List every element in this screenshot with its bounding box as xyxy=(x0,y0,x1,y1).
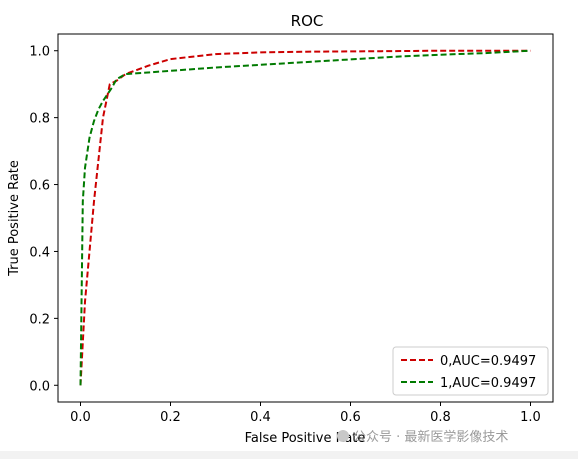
y-axis-ticks: 0.0 0.2 0.4 0.6 0.8 1.0 xyxy=(29,45,58,394)
y-tick-label: 0.4 xyxy=(29,245,50,260)
x-axis-ticks: 0.0 0.2 0.4 0.6 0.8 1.0 xyxy=(70,402,541,425)
watermark: 公众号 · 最新医学影像技术 xyxy=(337,429,508,445)
x-tick-label: 1.0 xyxy=(520,410,541,425)
y-tick-label: 1.0 xyxy=(29,45,50,60)
y-tick-label: 0.6 xyxy=(29,179,50,194)
bottom-strip xyxy=(0,451,578,459)
y-tick-label: 0.0 xyxy=(29,379,50,394)
y-axis-label: True Positive Rate xyxy=(7,160,22,277)
x-tick-label: 0.4 xyxy=(250,410,271,425)
plot-area xyxy=(57,33,554,403)
wechat-icon xyxy=(337,430,349,442)
legend: 0,AUC=0.9497 1,AUC=0.9497 xyxy=(392,346,549,396)
x-axis-label: False Positive Rate xyxy=(245,431,366,446)
x-tick-label: 0.8 xyxy=(430,410,451,425)
watermark-text: 公众号 · 最新医学影像技术 xyxy=(353,429,508,445)
x-tick-label: 0.2 xyxy=(160,410,181,425)
x-tick-label: 0.6 xyxy=(340,410,361,425)
legend-label-series-0: 0,AUC=0.9497 xyxy=(440,354,536,369)
legend-label-series-1: 1,AUC=0.9497 xyxy=(440,376,536,391)
x-tick-label: 0.0 xyxy=(70,410,91,425)
chart-title: ROC xyxy=(291,12,324,30)
series-line-1 xyxy=(79,49,531,386)
y-tick-label: 0.8 xyxy=(29,112,50,127)
series-lines xyxy=(79,49,531,386)
y-tick-label: 0.2 xyxy=(29,312,50,327)
